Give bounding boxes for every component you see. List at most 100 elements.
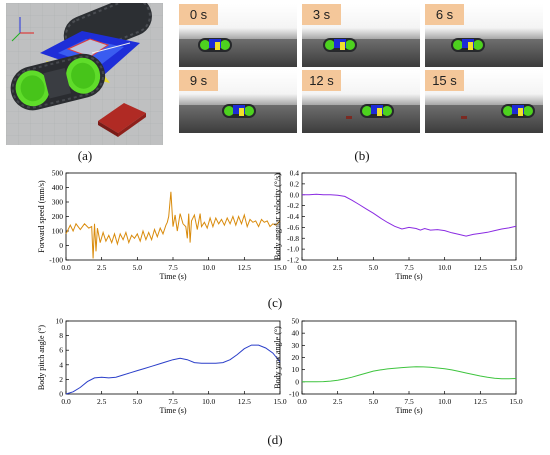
y-axis-label: Body pitch angle (°) [38, 325, 46, 391]
x-tick-label: 7.5 [404, 263, 414, 272]
x-tick-label: 15.0 [273, 397, 286, 406]
panel-label-d: (d) [267, 432, 283, 447]
y-tick-label: -1.0 [287, 245, 299, 254]
x-tick-label: 10.0 [202, 263, 215, 272]
robot-icon [500, 103, 536, 119]
series-line [65, 191, 281, 259]
robot-icon [322, 37, 358, 53]
x-axis-label: Time (s) [159, 406, 186, 415]
robot-icon [221, 103, 257, 119]
y-tick-label: -10 [289, 390, 299, 399]
x-tick-label: 0.0 [297, 397, 307, 406]
x-tick-label: 2.5 [97, 397, 107, 406]
chart-yaw-angle: 0.0 2.5 5.0 7.5 10.0 12.5 15.0 -10 0 10 20 30 40 50 Ti… [273, 316, 528, 431]
x-tick-label: 2.5 [97, 263, 107, 272]
y-tick-label: 400 [52, 183, 64, 192]
frame-time-label: 6 s [425, 4, 464, 25]
y-tick-label: 10 [292, 365, 300, 374]
x-tick-label: 5.0 [369, 397, 379, 406]
x-tick-label: 7.5 [404, 397, 414, 406]
x-tick-label: 12.5 [474, 397, 487, 406]
plot-frame [301, 320, 517, 395]
frame-3: 9 s [179, 70, 297, 133]
x-axis-label: Time (s) [395, 272, 422, 281]
y-tick-label: 10 [56, 317, 64, 326]
y-tick-label: -0.4 [287, 212, 299, 221]
robot-icon [359, 103, 395, 119]
panel-label-b: (b) [354, 148, 370, 163]
y-tick-label: 0.0 [290, 190, 300, 199]
y-tick-label: 50 [292, 317, 300, 326]
x-tick-label: 2.5 [333, 263, 343, 272]
frame-1: 3 s [302, 4, 420, 67]
x-tick-label: 5.0 [133, 397, 143, 406]
series-line [65, 344, 281, 395]
plot-frame [65, 172, 281, 261]
robot-model-render [6, 3, 163, 145]
obstacle-marker [461, 116, 467, 119]
y-tick-label: 100 [52, 227, 64, 236]
chart-forward-speed: 0.0 2.5 5.0 7.5 10.0 12.5 15.0 -100 0 100 200 300 40… [37, 168, 292, 297]
y-tick-label: 0 [59, 390, 63, 399]
x-tick-label: 10.0 [438, 397, 451, 406]
plot-frame [301, 172, 517, 261]
frame-2: 6 s [425, 4, 543, 67]
chart-pitch-angle: 0.0 2.5 5.0 7.5 10.0 12.5 15.0 0 2 4 6 8 10 Time (s) B… [37, 316, 292, 431]
x-tick-label: 12.5 [238, 263, 251, 272]
x-tick-label: 10.0 [202, 397, 215, 406]
plot-frame [65, 320, 281, 395]
y-tick-label: -0.2 [287, 201, 299, 210]
y-tick-label: 30 [292, 341, 300, 350]
y-tick-label: 0 [59, 241, 63, 250]
x-tick-label: 5.0 [369, 263, 379, 272]
x-tick-label: 7.5 [168, 263, 178, 272]
y-tick-label: -0.6 [287, 223, 299, 232]
y-tick-label: 200 [52, 212, 64, 221]
x-tick-label: 12.5 [474, 263, 487, 272]
x-tick-label: 7.5 [168, 397, 178, 406]
x-axis-label: Time (s) [395, 406, 422, 415]
series-line [302, 193, 517, 237]
x-axis-label: Time (s) [159, 272, 186, 281]
robot-icon [450, 37, 486, 53]
y-tick-label: 2 [59, 375, 63, 384]
y-tick-label: 20 [292, 353, 300, 362]
x-tick-label: 5.0 [133, 263, 143, 272]
y-tick-label: 0.4 [290, 169, 300, 178]
frame-4: 12 s [302, 70, 420, 133]
y-tick-label: 300 [52, 198, 64, 207]
x-tick-label: 15.0 [509, 397, 522, 406]
x-tick-label: 10.0 [438, 263, 451, 272]
y-tick-label: 8 [59, 331, 63, 340]
frame-0: 0 s [179, 4, 297, 67]
y-tick-label: 6 [59, 346, 63, 355]
y-tick-label: -0.8 [287, 234, 299, 243]
x-tick-label: 2.5 [333, 397, 343, 406]
x-tick-label: 15.0 [509, 263, 522, 272]
panel-label-a: (a) [77, 148, 93, 163]
x-tick-label: 0.0 [61, 397, 71, 406]
series-line [302, 366, 517, 383]
y-tick-label: -100 [49, 256, 63, 265]
y-tick-label: 40 [292, 329, 300, 338]
frame-5: 15 s [425, 70, 543, 133]
y-tick-label: 0 [295, 377, 299, 386]
frame-time-label: 9 s [179, 70, 218, 91]
x-tick-label: 0.0 [297, 263, 307, 272]
x-tick-label: 0.0 [61, 263, 71, 272]
frame-time-label: 15 s [425, 70, 464, 91]
y-axis-label: Body angular velocity (°/s) [274, 173, 282, 260]
robot-model-illustration [6, 3, 163, 145]
frame-time-label: 0 s [179, 4, 218, 25]
y-tick-label: 0.2 [290, 179, 300, 188]
panel-label-c: (c) [267, 295, 283, 310]
chart-angular-velocity: 0.0 2.5 5.0 7.5 10.0 12.5 15.0 -1.2 -1.0 -0.8 -0.6… [273, 168, 528, 297]
y-axis-label: Body yaw angle (°) [274, 326, 282, 389]
x-tick-label: 15.0 [273, 263, 286, 272]
y-tick-label: 4 [59, 360, 63, 369]
frame-time-label: 3 s [302, 4, 341, 25]
robot-icon [197, 37, 233, 53]
x-tick-label: 12.5 [238, 397, 251, 406]
y-tick-label: 500 [52, 169, 64, 178]
y-axis-label: Forward speed (mm/s) [38, 180, 46, 253]
